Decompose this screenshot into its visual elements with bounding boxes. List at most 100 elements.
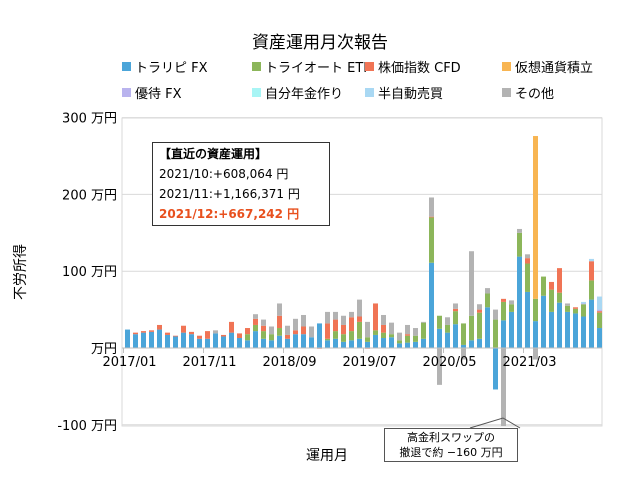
bar-segment (293, 334, 298, 348)
bar-segment (597, 296, 602, 310)
bar-segment (157, 329, 162, 348)
x-tick-label: 2017/11 (182, 355, 236, 370)
bar-segment (405, 324, 410, 335)
bar-segment (229, 332, 234, 348)
bar-segment (269, 340, 274, 348)
bar-segment (333, 338, 338, 348)
bar-segment (581, 303, 586, 305)
bar-segment (349, 340, 354, 348)
bar-segment (141, 332, 146, 348)
bar-segment (517, 232, 522, 257)
bar-segment (253, 318, 258, 325)
legend-swatch (365, 62, 374, 71)
bar-segment (325, 323, 330, 339)
bar-segment (253, 331, 258, 348)
bar-segment (429, 217, 434, 263)
bar-segment (309, 337, 314, 348)
bar-segment (533, 321, 538, 348)
bar-segment (333, 311, 338, 320)
bar-segment (301, 334, 306, 348)
bar-segment (589, 299, 594, 348)
bar-segment (397, 340, 402, 344)
bar-segment (461, 348, 466, 360)
bar-segment (357, 321, 362, 339)
bar-segment (389, 334, 394, 338)
legend-label: 優待 FX (135, 87, 182, 102)
bar-segment (429, 197, 434, 217)
legend-label: 仮想通貨積立 (515, 60, 593, 76)
bar-segment (597, 311, 602, 313)
bar-segment (525, 291, 530, 348)
bar-segment (277, 315, 282, 329)
bar-segment (445, 332, 450, 348)
bar-segment (493, 309, 498, 320)
bar-segment (301, 326, 306, 335)
bar-segment (597, 309, 602, 312)
bar-segment (261, 319, 266, 326)
bar-segment (413, 328, 418, 336)
bar-segment (269, 326, 274, 335)
bar-segment (429, 262, 434, 348)
bar-segment (381, 314, 386, 325)
legend-label: トラリピ FX (135, 61, 208, 76)
bar-segment (525, 258, 530, 264)
bar-segment (469, 315, 474, 341)
bar-segment (397, 343, 402, 348)
recent-results-box: 【直近の資産運用】 2021/10:+608,064 円 2021/11:+1,… (152, 142, 330, 226)
bar-segment (501, 301, 506, 321)
legend-swatch (122, 62, 131, 71)
bar-segment (285, 338, 290, 348)
bar-segment (501, 320, 506, 348)
bar-segment (541, 276, 546, 296)
x-tick-label: 2017/01 (102, 355, 156, 370)
bar-segment (597, 328, 602, 348)
bar-segment (565, 303, 570, 306)
legend-swatch (502, 62, 511, 71)
bar-segment (269, 334, 274, 341)
callout-line-2: 撤退で約 −160 万円 (399, 446, 503, 459)
legend-swatch (365, 88, 374, 97)
y-tick-label: 200 万円 (62, 188, 117, 203)
bar-segment (389, 322, 394, 335)
bar-segment (421, 321, 426, 323)
bar-segment (525, 263, 530, 292)
bar-segment (493, 319, 498, 348)
bar-segment (549, 289, 554, 312)
bar-segment (581, 301, 586, 304)
bar-segment (253, 324, 258, 332)
bar-segment (325, 340, 330, 348)
bar-segment (221, 334, 226, 337)
bar-segment (365, 321, 370, 338)
bar-segment (357, 316, 362, 322)
bar-segment (589, 258, 594, 262)
bar-segment (381, 338, 386, 348)
bar-segment (477, 304, 482, 310)
recent-results-heading: 【直近の資産運用】 (159, 147, 268, 161)
bar-segment (373, 303, 378, 331)
bar-segment (437, 328, 442, 348)
bar-segment (365, 341, 370, 348)
bar-segment (341, 334, 346, 342)
bar-segment (541, 295, 546, 348)
bar-segment (349, 317, 354, 332)
bar-segment (341, 341, 346, 348)
bar-segment (533, 136, 538, 299)
bar-segment (189, 331, 194, 335)
legend-swatch (252, 62, 261, 71)
bar-segment (125, 329, 130, 348)
bar-segment (221, 336, 226, 348)
bar-segment (597, 312, 602, 329)
bar-segment (469, 340, 474, 348)
bar-segment (149, 331, 154, 348)
bars (125, 136, 602, 426)
bar-segment (245, 340, 250, 348)
bar-segment (557, 268, 562, 293)
bar-segment (509, 304, 514, 312)
bar-segment (557, 302, 562, 348)
bar-segment (453, 303, 458, 309)
bar-segment (285, 325, 290, 335)
bar-segment (197, 335, 202, 339)
bar-segment (245, 328, 250, 335)
